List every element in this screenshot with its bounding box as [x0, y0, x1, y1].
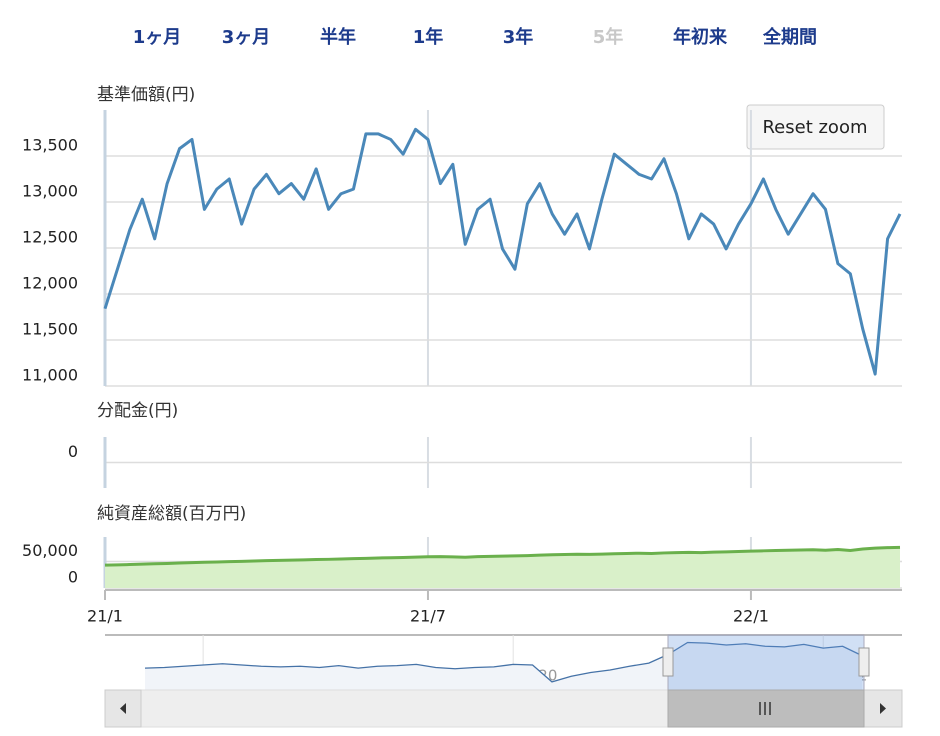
range-button[interactable]: 半年 [320, 26, 356, 48]
y-tick-label: 13,500 [22, 136, 78, 155]
scroll-arrow-right [880, 703, 886, 714]
y-tick-label: 13,000 [22, 182, 78, 201]
y-tick-label: 11,000 [22, 366, 78, 385]
price-line [103, 127, 902, 376]
y-tick-label: 0 [68, 568, 78, 587]
y-tick-label: 0 [68, 442, 78, 461]
navigator-line [144, 641, 863, 683]
y-tick-label: 12,500 [22, 228, 78, 247]
range-button[interactable]: 1ヶ月 [133, 27, 182, 48]
range-button[interactable]: 全期間 [762, 26, 817, 48]
y-tick-label: 11,500 [22, 320, 78, 339]
y-tick-label: 50,000 [22, 541, 78, 560]
x-tick-label: 21/1 [87, 607, 123, 626]
scrollbar-thumb[interactable] [667, 689, 865, 728]
area-fill [105, 547, 900, 588]
y-tick-label: 12,000 [22, 274, 78, 293]
range-button[interactable]: 3ヶ月 [222, 27, 271, 48]
range-button[interactable]: 年初来 [673, 26, 728, 48]
scroll-arrow-left [120, 703, 126, 714]
panel-title: 分配金(円) [97, 401, 178, 421]
panel-title: 純資産総額(百万円) [97, 504, 246, 524]
navigator-selection [667, 634, 865, 691]
x-tick-label: 21/7 [410, 607, 446, 626]
area-line [104, 545, 901, 567]
navigator-handle[interactable] [662, 647, 674, 677]
x-tick-label: 22/1 [733, 607, 769, 626]
range-button: 5年 [593, 26, 624, 48]
range-button[interactable]: 1年 [413, 26, 444, 48]
navigator-handle[interactable] [858, 647, 870, 677]
panel-title: 基準価額(円) [97, 85, 195, 105]
range-button[interactable]: 3年 [503, 26, 534, 48]
reset-zoom-label[interactable]: Reset zoom [762, 117, 867, 138]
reset-zoom-button[interactable] [746, 104, 885, 150]
